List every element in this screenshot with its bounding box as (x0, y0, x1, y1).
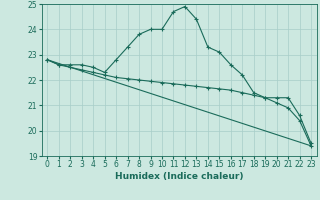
X-axis label: Humidex (Indice chaleur): Humidex (Indice chaleur) (115, 172, 244, 181)
